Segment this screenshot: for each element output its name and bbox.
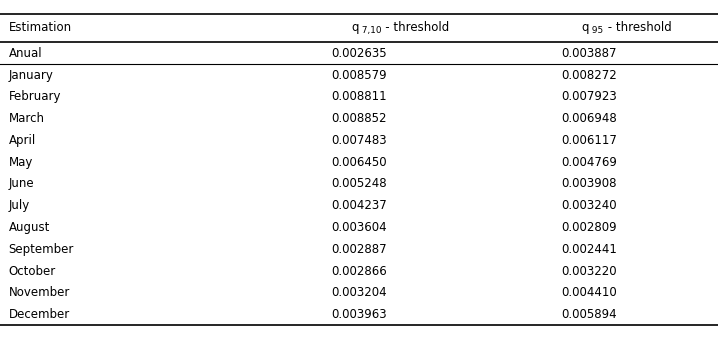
Text: September: September xyxy=(9,243,74,256)
Text: 0.002441: 0.002441 xyxy=(561,243,617,256)
Text: 0.002809: 0.002809 xyxy=(561,221,617,234)
Text: q: q xyxy=(352,21,359,35)
Text: 0.005248: 0.005248 xyxy=(331,177,387,191)
Text: Estimation: Estimation xyxy=(9,21,72,35)
Text: October: October xyxy=(9,264,56,278)
Text: 0.003963: 0.003963 xyxy=(331,308,387,321)
Text: 0.003604: 0.003604 xyxy=(331,221,387,234)
Text: May: May xyxy=(9,156,33,168)
Text: q: q xyxy=(582,21,589,35)
Text: June: June xyxy=(9,177,34,191)
Text: 0.002635: 0.002635 xyxy=(331,47,387,60)
Text: 7,10: 7,10 xyxy=(359,26,381,35)
Text: February: February xyxy=(9,90,61,103)
Text: 0.006450: 0.006450 xyxy=(331,156,387,168)
Text: Anual: Anual xyxy=(9,47,42,60)
Text: 0.004769: 0.004769 xyxy=(561,156,617,168)
Text: 0.003240: 0.003240 xyxy=(561,199,617,212)
Text: 95: 95 xyxy=(589,26,603,35)
Text: 0.002866: 0.002866 xyxy=(331,264,387,278)
Text: 0.003220: 0.003220 xyxy=(561,264,617,278)
Text: 0.003204: 0.003204 xyxy=(331,286,387,299)
Text: 0.006948: 0.006948 xyxy=(561,112,617,125)
Text: August: August xyxy=(9,221,50,234)
Text: 0.004237: 0.004237 xyxy=(331,199,387,212)
Text: 0.004410: 0.004410 xyxy=(561,286,617,299)
Text: 0.007483: 0.007483 xyxy=(331,134,387,147)
Text: July: July xyxy=(9,199,30,212)
Text: January: January xyxy=(9,68,53,82)
Text: 0.007923: 0.007923 xyxy=(561,90,617,103)
Text: 0.003887: 0.003887 xyxy=(561,47,617,60)
Text: November: November xyxy=(9,286,70,299)
Text: 0.002887: 0.002887 xyxy=(331,243,387,256)
Text: 0.008272: 0.008272 xyxy=(561,68,617,82)
Text: - threshold: - threshold xyxy=(359,21,449,35)
Text: 0.003908: 0.003908 xyxy=(561,177,617,191)
Text: December: December xyxy=(9,308,70,321)
Text: March: March xyxy=(9,112,45,125)
Text: 0.005894: 0.005894 xyxy=(561,308,617,321)
Text: 0.006117: 0.006117 xyxy=(561,134,617,147)
Text: 0.008852: 0.008852 xyxy=(331,112,387,125)
Text: - threshold: - threshold xyxy=(589,21,671,35)
Text: 0.008811: 0.008811 xyxy=(331,90,387,103)
Text: April: April xyxy=(9,134,36,147)
Text: 0.008579: 0.008579 xyxy=(331,68,387,82)
